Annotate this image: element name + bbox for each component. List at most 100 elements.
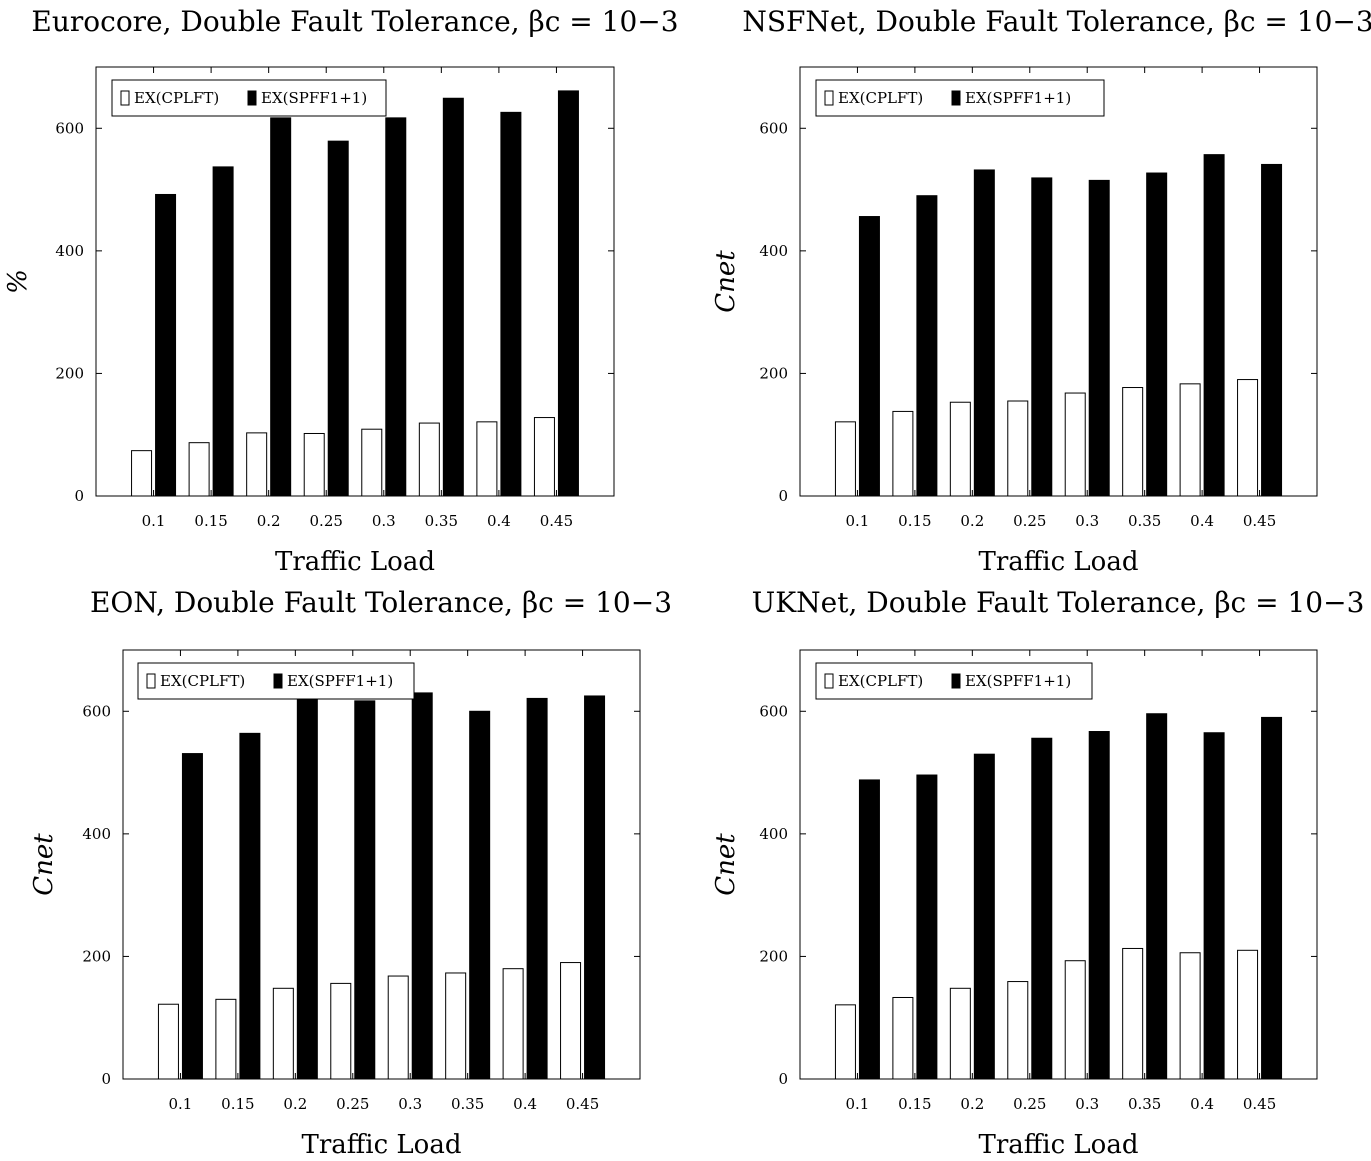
x-tick-label-1: 0.15 [898,512,931,530]
x-tick-label-6: 0.4 [513,1095,537,1113]
chart-title: Eurocore, Double Fault Tolerance, βc = 1… [31,5,678,38]
bar-cplft-0 [834,421,856,497]
bar-spff-5 [469,710,491,1080]
x-tick-label-2: 0.2 [960,1095,984,1113]
bar-spff-1 [916,774,938,1080]
y-tick-label-0: 0 [74,487,84,505]
x-tick-label-1: 0.15 [194,512,227,530]
chart-title: EON, Double Fault Tolerance, βc = 10−3 [90,586,672,619]
bar-cplft-7 [1237,379,1259,497]
bar-cplft-6 [502,968,524,1080]
bar-spff-3 [354,700,376,1080]
bar-spff-3 [1031,737,1053,1080]
bar-spff-1 [212,166,234,497]
y-tick-label-1: 200 [759,364,788,382]
bar-spff-7 [584,695,606,1080]
x-tick-label-6: 0.4 [1190,1095,1214,1113]
chart-panel-eurocore: Eurocore, Double Fault Tolerance, βc = 1… [0,0,685,580]
y-tick-label-1: 200 [82,947,111,965]
legend: EX(CPLFT) EX(SPFF1+1) [111,79,387,117]
chart-panel-eon: EON, Double Fault Tolerance, βc = 10−3 0.… [0,581,685,1161]
x-axis-label: Traffic Load [979,547,1139,577]
chart-title: NSFNet, Double Fault Tolerance, βc = 10−… [742,5,1371,38]
x-tick-label-1: 0.15 [221,1095,254,1113]
bar-spff-2 [973,753,995,1080]
bar-cplft-7 [533,417,555,497]
legend: EX(CPLFT) EX(SPFF1+1) [815,662,1093,700]
y-tick-label-3: 600 [55,119,84,137]
chart-uknet: UKNet, Double Fault Tolerance, βc = 10−3… [711,586,1364,1160]
bar-cplft-5 [445,972,467,1080]
bar-cplft-6 [1179,383,1201,497]
bar-cplft-6 [476,421,498,497]
bar-spff-6 [1203,732,1225,1080]
chart-panel-nsfnet: NSFNet, Double Fault Tolerance, βc = 10−… [686,0,1371,580]
bar-spff-1 [239,732,261,1080]
x-tick-label-6: 0.4 [487,512,511,530]
x-tick-label-5: 0.35 [451,1095,484,1113]
chart-eon: EON, Double Fault Tolerance, βc = 10−3 0.… [29,586,672,1160]
bar-spff-1 [916,195,938,497]
bar-cplft-1 [188,442,210,497]
legend-label-0: EX(CPLFT) [838,89,923,107]
legend-label-1: EX(SPFF1+1) [287,672,393,690]
legend-swatch-0 [824,90,834,106]
bar-cplft-0 [131,450,153,497]
x-tick-label-7: 0.45 [1243,512,1276,530]
x-axis-label: Traffic Load [302,1130,462,1160]
x-tick-label-6: 0.4 [1190,512,1214,530]
legend-label-1: EX(SPFF1+1) [261,89,367,107]
y-tick-label-1: 200 [55,364,84,382]
bar-cplft-2 [949,401,971,497]
bar-cplft-5 [1122,947,1144,1080]
y-tick-label-3: 600 [759,119,788,137]
bar-cplft-4 [1064,960,1086,1080]
bar-cplft-2 [272,987,294,1080]
bar-spff-3 [1031,177,1053,497]
x-tick-label-2: 0.2 [257,512,281,530]
bar-spff-7 [1261,163,1283,497]
y-tick-label-0: 0 [778,487,788,505]
legend-label-0: EX(CPLFT) [838,672,923,690]
bar-cplft-6 [1179,952,1201,1080]
bar-spff-2 [270,117,292,497]
y-tick-label-2: 400 [759,242,788,260]
x-tick-label-5: 0.35 [1128,512,1161,530]
bar-cplft-7 [1237,949,1259,1080]
legend-label-1: EX(SPFF1+1) [965,672,1071,690]
y-tick-label-3: 600 [759,702,788,720]
bar-spff-0 [181,753,203,1080]
x-axis-label: Traffic Load [275,547,435,577]
x-tick-label-5: 0.35 [425,512,458,530]
bar-spff-3 [327,140,349,497]
bar-spff-5 [1146,713,1168,1080]
x-tick-label-7: 0.45 [540,512,573,530]
x-tick-label-0: 0.1 [142,512,166,530]
legend-swatch-0 [120,90,130,106]
bar-spff-6 [1203,154,1225,497]
x-tick-label-3: 0.25 [310,512,343,530]
legend: EX(CPLFT) EX(SPFF1+1) [815,79,1105,117]
y-tick-label-2: 400 [759,825,788,843]
x-axis-label: Traffic Load [979,1130,1139,1160]
bar-spff-4 [411,692,433,1080]
plot-frame [799,649,1318,1080]
x-tick-label-4: 0.3 [372,512,396,530]
x-tick-label-3: 0.25 [1013,512,1046,530]
y-axis-label: Cnet [711,250,741,313]
bar-spff-5 [442,97,464,497]
bar-spff-5 [1146,172,1168,497]
bar-cplft-3 [330,982,352,1080]
x-tick-label-3: 0.25 [336,1095,369,1113]
y-axis-label: Cnet [29,833,59,896]
bar-spff-2 [296,698,318,1080]
bar-cplft-1 [892,410,914,497]
x-tick-label-0: 0.1 [169,1095,193,1113]
y-axis-label: % [3,269,33,294]
legend-swatch-0 [824,673,834,689]
legend-swatch-1 [951,90,961,106]
y-tick-label-2: 400 [82,825,111,843]
x-tick-label-1: 0.15 [898,1095,931,1113]
legend: EX(CPLFT) EX(SPFF1+1) [137,662,415,700]
legend-label-0: EX(CPLFT) [134,89,219,107]
